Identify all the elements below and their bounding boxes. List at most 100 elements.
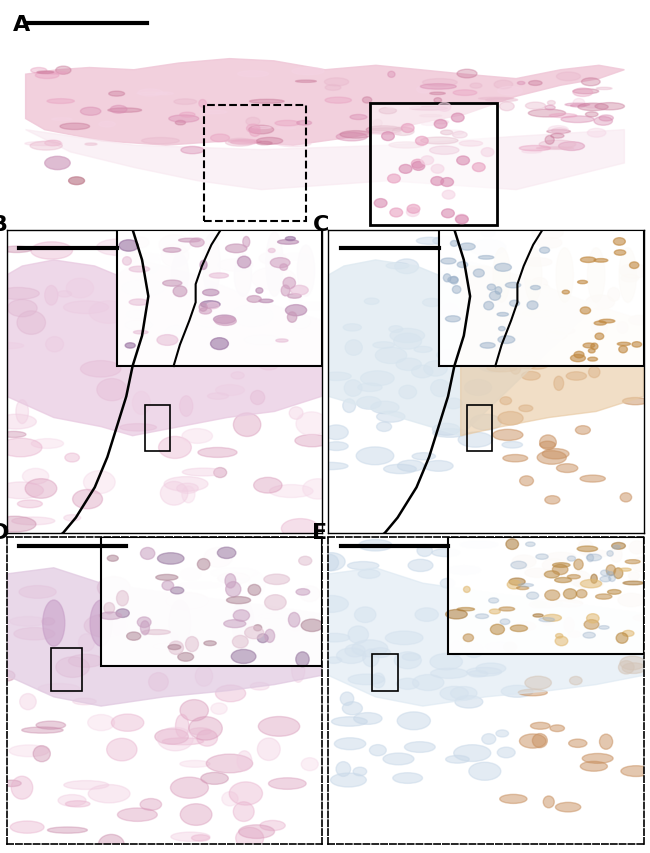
Ellipse shape (431, 165, 444, 174)
Ellipse shape (211, 135, 229, 142)
Polygon shape (6, 261, 322, 436)
Ellipse shape (440, 578, 454, 589)
Ellipse shape (297, 246, 315, 297)
Ellipse shape (264, 574, 289, 585)
Ellipse shape (23, 469, 49, 485)
Ellipse shape (448, 566, 480, 575)
Ellipse shape (441, 131, 452, 136)
Bar (370, 104, 497, 226)
Ellipse shape (463, 322, 495, 331)
Ellipse shape (573, 89, 593, 97)
Ellipse shape (441, 131, 463, 136)
Ellipse shape (196, 341, 235, 349)
Ellipse shape (510, 360, 521, 374)
Ellipse shape (574, 560, 583, 570)
Ellipse shape (469, 763, 501, 780)
Ellipse shape (393, 773, 422, 783)
Ellipse shape (280, 264, 287, 271)
Ellipse shape (104, 603, 114, 614)
Ellipse shape (473, 270, 484, 278)
Bar (204, 106, 306, 222)
Ellipse shape (336, 133, 367, 142)
Ellipse shape (629, 541, 645, 554)
Ellipse shape (519, 734, 546, 748)
Ellipse shape (296, 412, 328, 436)
Ellipse shape (353, 768, 367, 776)
Ellipse shape (239, 825, 274, 838)
Ellipse shape (39, 73, 67, 75)
Ellipse shape (366, 126, 402, 134)
Ellipse shape (233, 635, 248, 648)
Ellipse shape (383, 753, 414, 765)
Ellipse shape (125, 241, 138, 264)
Ellipse shape (156, 575, 178, 581)
Ellipse shape (591, 575, 597, 583)
Ellipse shape (0, 438, 42, 457)
Ellipse shape (161, 245, 188, 268)
Ellipse shape (463, 634, 473, 641)
Ellipse shape (448, 277, 458, 283)
Ellipse shape (331, 773, 367, 787)
Ellipse shape (453, 90, 477, 96)
Ellipse shape (586, 295, 614, 310)
Ellipse shape (588, 129, 606, 138)
Ellipse shape (47, 100, 74, 104)
Ellipse shape (390, 209, 402, 218)
Ellipse shape (216, 386, 244, 396)
Ellipse shape (109, 92, 125, 97)
Ellipse shape (140, 548, 155, 560)
Ellipse shape (268, 778, 306, 789)
Ellipse shape (45, 141, 61, 147)
Ellipse shape (352, 640, 388, 657)
Ellipse shape (164, 477, 208, 491)
Ellipse shape (452, 311, 485, 317)
Ellipse shape (292, 659, 305, 682)
Ellipse shape (227, 597, 251, 604)
Ellipse shape (200, 308, 211, 315)
Ellipse shape (502, 361, 527, 371)
Ellipse shape (166, 593, 209, 610)
Ellipse shape (421, 157, 434, 165)
Bar (117, 230, 322, 367)
Ellipse shape (303, 479, 333, 500)
Ellipse shape (582, 78, 600, 87)
Ellipse shape (545, 136, 554, 145)
Ellipse shape (374, 200, 387, 208)
Ellipse shape (509, 578, 525, 586)
Ellipse shape (536, 554, 548, 560)
Ellipse shape (493, 430, 523, 441)
Ellipse shape (182, 429, 213, 444)
Ellipse shape (97, 379, 127, 401)
Ellipse shape (207, 393, 228, 400)
Ellipse shape (98, 577, 130, 599)
Ellipse shape (411, 160, 424, 169)
Ellipse shape (610, 548, 622, 563)
Ellipse shape (562, 291, 569, 294)
Ellipse shape (613, 546, 620, 549)
Ellipse shape (180, 699, 209, 721)
Ellipse shape (81, 108, 101, 116)
Ellipse shape (318, 634, 350, 642)
Ellipse shape (530, 286, 540, 290)
Ellipse shape (288, 294, 301, 299)
Ellipse shape (396, 678, 419, 689)
Ellipse shape (554, 577, 571, 583)
Ellipse shape (43, 601, 65, 647)
Ellipse shape (25, 142, 62, 147)
Polygon shape (461, 267, 644, 436)
Ellipse shape (169, 116, 199, 123)
Ellipse shape (540, 285, 550, 298)
Ellipse shape (438, 103, 451, 112)
Ellipse shape (181, 148, 204, 154)
Ellipse shape (417, 86, 431, 94)
Ellipse shape (1, 247, 32, 253)
Ellipse shape (252, 127, 271, 130)
Ellipse shape (556, 73, 580, 82)
Ellipse shape (292, 68, 324, 76)
Ellipse shape (159, 437, 191, 459)
Ellipse shape (289, 612, 300, 627)
Ellipse shape (73, 699, 96, 705)
Ellipse shape (588, 357, 597, 362)
Text: A: A (13, 15, 30, 35)
Ellipse shape (107, 555, 118, 561)
